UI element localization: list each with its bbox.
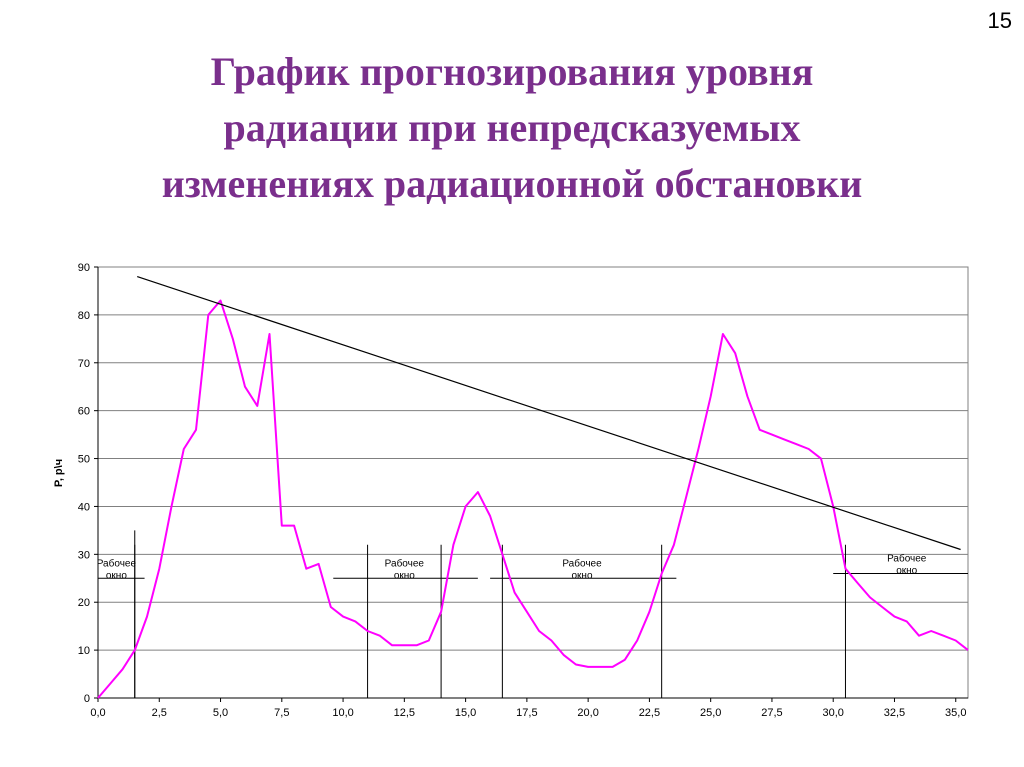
axes-layer bbox=[94, 266, 969, 702]
working-windows-layer: РабочееокноРабочееокноРабочееокноРабочее… bbox=[97, 530, 968, 698]
window-label-line-1: Рабочее bbox=[97, 557, 137, 569]
y-tick-label: 0 bbox=[84, 693, 90, 705]
slide-title: График прогнозирования уровня радиации п… bbox=[0, 44, 1024, 212]
window-label-line-1: Рабочее bbox=[887, 552, 927, 564]
x-tick-label: 30,0 bbox=[823, 707, 844, 719]
window-label-line-1: Рабочее bbox=[562, 557, 602, 569]
radiation-level-line bbox=[97, 299, 969, 699]
slide-title-line-1: График прогнозирования уровня bbox=[210, 49, 814, 94]
radiation-forecast-chart: РабочееокноРабочееокноРабочееокноРабочее… bbox=[53, 262, 969, 719]
slide-number: 15 bbox=[987, 8, 1012, 33]
x-tick-label: 2,5 bbox=[152, 707, 167, 719]
x-tick-label: 32,5 bbox=[884, 707, 905, 719]
y-axis-label: P, р\ч bbox=[53, 459, 65, 487]
slide-title-line-3: изменениях радиационной обстановки bbox=[161, 161, 863, 206]
x-tick-label: 0,0 bbox=[90, 707, 105, 719]
forecast-trend-line bbox=[137, 276, 961, 551]
window-label-line-1: Рабочее bbox=[385, 557, 425, 569]
y-tick-label: 90 bbox=[78, 262, 90, 274]
y-tick-label: 50 bbox=[78, 454, 90, 466]
y-tick-label: 70 bbox=[78, 358, 90, 370]
window-label-line-2: окно bbox=[394, 570, 415, 581]
window-label-line-2: окно bbox=[106, 570, 127, 581]
x-tick-label: 12,5 bbox=[394, 707, 415, 719]
x-tick-label: 22,5 bbox=[639, 707, 660, 719]
y-tick-label: 80 bbox=[78, 310, 90, 322]
y-tick-label: 20 bbox=[78, 597, 90, 609]
x-tick-label: 7,5 bbox=[274, 707, 289, 719]
series-layer bbox=[97, 276, 969, 699]
x-tick-label: 5,0 bbox=[213, 707, 228, 719]
y-tick-label: 30 bbox=[78, 549, 90, 561]
x-tick-label: 15,0 bbox=[455, 707, 476, 719]
window-label-line-2: окно bbox=[896, 565, 917, 576]
x-tick-label: 25,0 bbox=[700, 707, 721, 719]
x-tick-label: 10,0 bbox=[332, 707, 353, 719]
y-tick-label: 10 bbox=[78, 645, 90, 657]
y-tick-label: 40 bbox=[78, 501, 90, 513]
x-tick-label: 20,0 bbox=[577, 707, 598, 719]
tick-labels-layer: 0 10 20 30 40 50 60 70 80 90 0,0 2,5 5,0 7,5 10,0 12,5 1… bbox=[78, 262, 967, 719]
x-tick-label: 17,5 bbox=[516, 707, 537, 719]
x-tick-label: 35,0 bbox=[945, 707, 966, 719]
slide-title-line-2: радиации при непредсказуемых bbox=[223, 105, 801, 150]
y-tick-label: 60 bbox=[78, 406, 90, 418]
window-label-line-2: окно bbox=[571, 570, 592, 581]
x-tick-label: 27,5 bbox=[761, 707, 782, 719]
plot-frame bbox=[97, 266, 969, 699]
